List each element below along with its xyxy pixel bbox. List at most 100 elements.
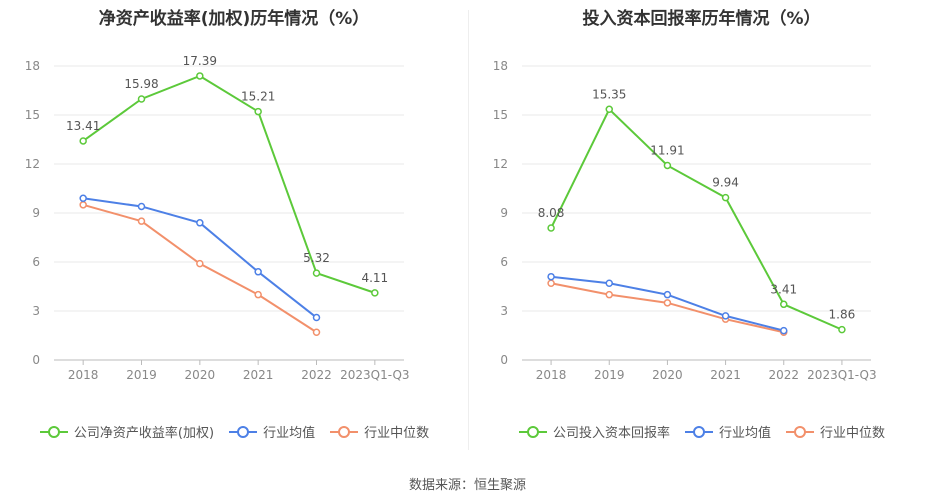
legend-item-average[interactable]: 行业均值 [228,422,315,441]
roic-chart-panel: 投入资本回报率历年情况（%） 0 3 6 9 12 15 18 2018 2019 2020 202… [468,0,935,460]
data-label: 1.86 [829,308,856,322]
data-point-company[interactable] [605,105,613,114]
data-point-company[interactable] [137,95,146,103]
legend-item-median[interactable]: 行业中位数 [329,422,429,441]
chart-title: 投入资本回报率历年情况（%） [582,9,821,29]
data-point-average[interactable] [721,312,730,320]
data-label: 3.41 [770,282,797,296]
data-point-company[interactable] [312,269,321,277]
x-tick-label: 2019 [594,368,625,382]
x-tick-label: 2019 [126,368,157,382]
data-point-company[interactable] [371,289,379,297]
y-tick-label: 18 [25,59,40,73]
x-tick-label: 2022 [301,368,332,382]
series-line-median [550,282,784,334]
legend-item-company[interactable]: 公司投入资本回报率 [518,422,670,441]
data-point-median[interactable] [254,290,262,299]
x-tick-label: 2021 [710,368,741,382]
data-point-average[interactable] [254,268,262,276]
data-point-median[interactable] [196,259,204,268]
data-point-average[interactable] [137,202,146,211]
y-tick-label: 15 [25,108,40,122]
legend-item-median[interactable]: 行业中位数 [785,422,885,441]
series-line-company [82,74,376,294]
legend-label: 行业均值 [263,426,316,441]
legend-line-marker-icon [786,425,814,438]
data-point-median[interactable] [79,201,87,209]
legend-label: 公司投入资本回报率 [552,426,670,441]
data-label: 5.32 [303,251,330,265]
data-point-median[interactable] [312,328,321,336]
y-tick-label: 3 [500,304,508,318]
data-point-median[interactable] [137,217,146,225]
legend-line-marker-icon [518,425,547,438]
legend-line-marker-icon [684,425,713,438]
data-label: 11.91 [650,143,684,157]
roe-chart-panel: 净资产收益率(加权)历年情况（%） 0 3 6 9 12 15 18 2018 2019 2020… [0,0,468,460]
data-point-median[interactable] [605,290,613,299]
data-label: 13.41 [66,119,100,133]
roe-plot: 0 3 6 9 12 15 18 2018 2019 2020 2021 2022 2023Q1-Q3 1… [25,54,410,382]
x-tick-label: 2022 [768,368,799,382]
chart-legend: 公司投入资本回报率 行业均值 行业中位数 [468,422,935,441]
data-point-company[interactable] [663,161,672,170]
panel-divider [468,10,469,450]
legend-item-company[interactable]: 公司净资产收益率(加权) [39,422,214,441]
x-tick-label: 2018 [536,368,567,382]
data-point-average[interactable] [780,326,788,335]
y-tick-label: 0 [500,353,508,367]
y-tick-label: 9 [32,206,40,220]
y-tick-label: 12 [493,157,508,171]
y-tick-label: 0 [32,353,40,367]
data-point-average[interactable] [547,272,555,281]
x-tick-label: 2020 [652,368,683,382]
data-point-average[interactable] [663,290,672,299]
legend-line-marker-icon [39,425,68,438]
y-tick-label: 6 [32,255,40,269]
data-point-company[interactable] [780,300,788,309]
legend-line-marker-icon [330,425,359,438]
y-tick-label: 15 [493,108,508,122]
x-tick-label: 2021 [243,368,274,382]
data-point-company[interactable] [196,72,204,80]
series-line-company [550,107,843,331]
roic-plot: 0 3 6 9 12 15 18 2018 2019 2020 2021 2022 2023Q1-Q3 8… [493,59,877,382]
data-point-company[interactable] [254,107,262,116]
chart-title: 净资产收益率(加权)历年情况（%） [98,9,370,29]
y-tick-label: 9 [500,206,508,220]
y-tick-label: 3 [32,304,40,318]
legend-label: 行业中位数 [364,426,430,441]
x-tick-label: 2023Q1-Q3 [807,368,876,382]
legend-label: 行业中位数 [820,426,886,441]
legend-line-marker-icon [229,425,258,438]
x-tick-label: 2020 [185,368,216,382]
data-label: 15.98 [124,77,158,91]
data-point-company[interactable] [79,137,87,145]
chart-legend: 公司净资产收益率(加权) 行业均值 行业中位数 [0,422,468,441]
data-point-company[interactable] [721,193,730,202]
y-tick-label: 18 [493,59,508,73]
data-label: 8.08 [538,206,565,220]
data-point-median[interactable] [547,279,555,287]
series-line-average [83,197,318,319]
x-tick-label: 2018 [68,368,99,382]
legend-label: 行业均值 [718,426,771,441]
data-point-average[interactable] [312,313,321,322]
data-label: 15.35 [592,87,626,101]
data-label: 4.11 [361,271,388,285]
data-label: 15.21 [241,90,275,104]
data-source-note: 数据来源：恒生聚源 [408,478,526,493]
data-point-company[interactable] [547,224,555,232]
data-point-average[interactable] [605,279,613,287]
data-label: 17.39 [183,54,217,68]
x-tick-label: 2023Q1-Q3 [340,368,409,382]
y-tick-label: 12 [25,157,40,171]
data-point-company[interactable] [838,325,846,334]
y-tick-label: 6 [500,255,508,269]
data-point-average[interactable] [196,219,204,227]
data-point-median[interactable] [663,299,672,307]
data-label: 9.94 [712,176,739,190]
data-point-average[interactable] [79,194,87,203]
legend-label: 公司净资产收益率(加权) [73,426,215,441]
legend-item-average[interactable]: 行业均值 [684,422,771,441]
